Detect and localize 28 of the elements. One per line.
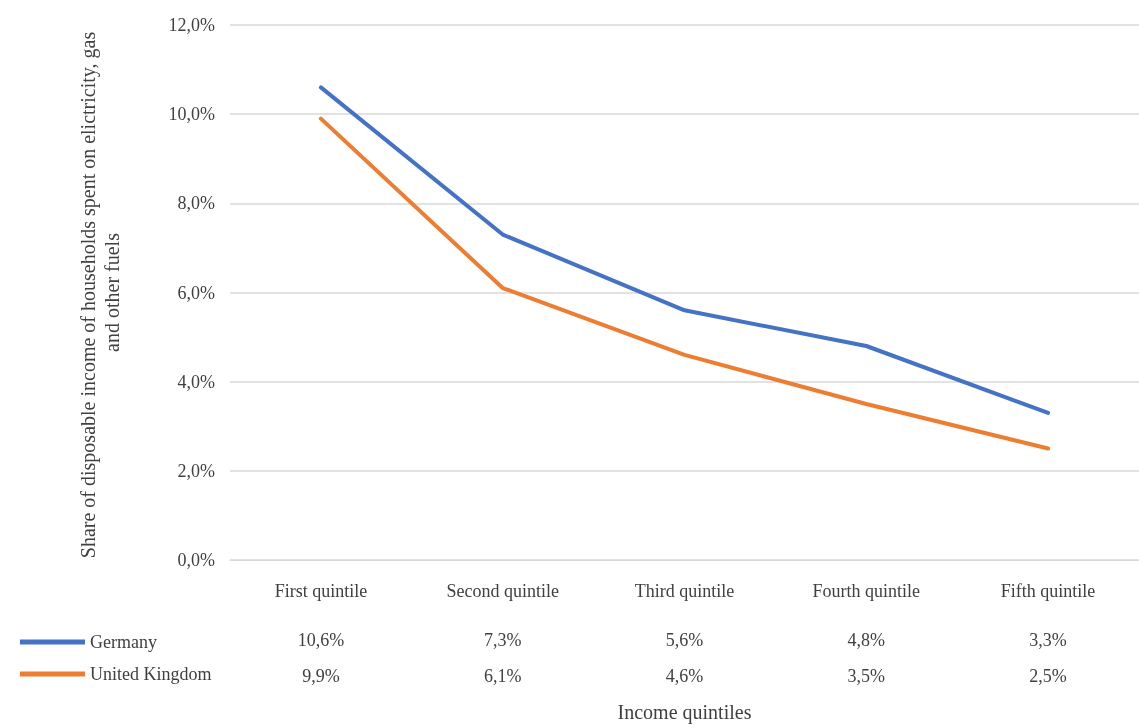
x-tick-label: Third quintile xyxy=(634,581,735,601)
line-series xyxy=(318,116,1051,451)
data-label: 10,6% xyxy=(297,630,345,650)
y-tick-label: 0,0% xyxy=(177,550,215,570)
line-series xyxy=(318,85,1051,415)
y-tick-label: 4,0% xyxy=(177,371,215,392)
data-label: 7,3% xyxy=(483,630,522,650)
data-label: 3,5% xyxy=(847,666,886,686)
data-label: 5,6% xyxy=(665,630,704,650)
x-tick-label: First quintile xyxy=(274,581,368,601)
legend-label: United Kingdom xyxy=(90,664,212,684)
data-label: 9,9% xyxy=(302,666,340,686)
data-label: 4,6% xyxy=(665,666,704,686)
y-tick-label: 8,0% xyxy=(177,193,215,214)
data-label: 4,8% xyxy=(847,630,886,650)
data-label: 6,1% xyxy=(483,666,522,686)
y-tick-label: 2,0% xyxy=(177,460,215,481)
y-tick-label: 12,0% xyxy=(168,15,215,35)
x-axis-title: Income quintiles xyxy=(617,701,752,724)
y-axis-title: Share of disposable income of households spent on elictricity, gas and other fuels xyxy=(77,26,123,559)
data-label: 3,3% xyxy=(1029,630,1067,650)
data-label: 2,5% xyxy=(1029,666,1067,686)
y-tick-label: 6,0% xyxy=(177,282,215,303)
legend-label: Germany xyxy=(90,632,157,652)
x-tick-label: Fourth quintile xyxy=(812,581,921,601)
x-tick-label: Second quintile xyxy=(446,581,559,601)
y-tick-label: 10,0% xyxy=(168,104,215,125)
x-tick-label: Fifth quintile xyxy=(1000,581,1096,601)
